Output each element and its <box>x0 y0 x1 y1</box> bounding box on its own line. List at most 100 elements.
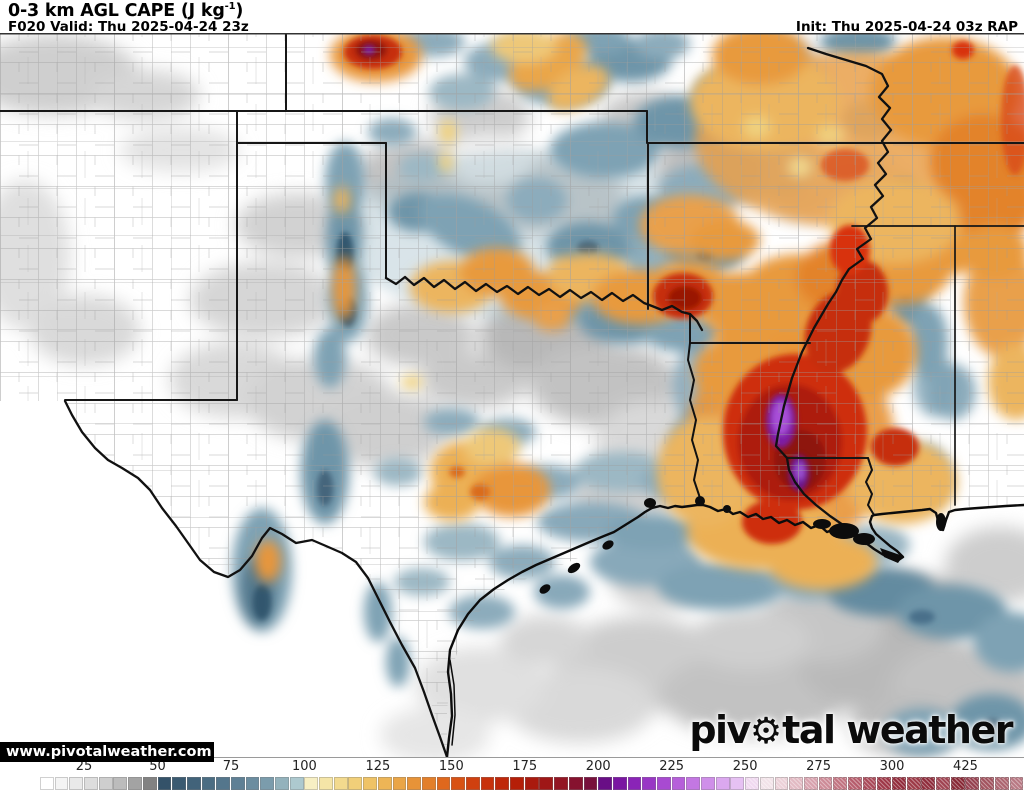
colorbar-cell <box>69 777 84 790</box>
colorbar-cell <box>333 777 348 790</box>
colorbar-cell <box>84 777 98 790</box>
colorbar-cell <box>774 777 789 790</box>
colorbar-cell <box>421 777 436 790</box>
colorbar-cell <box>965 777 980 790</box>
colorbar-cell <box>847 777 862 790</box>
colorbar-cell <box>392 777 407 790</box>
colorbar-cell <box>759 777 774 790</box>
colorbar-cell <box>686 777 701 790</box>
colorbar-cell <box>862 777 877 790</box>
weather-map <box>0 33 1024 757</box>
colorbar-cell <box>936 777 950 790</box>
watermark-url: www.pivotalweather.com <box>6 744 212 760</box>
colorbar-cell <box>201 777 216 790</box>
colorbar-cell <box>950 777 965 790</box>
colorbar-cell <box>642 777 657 790</box>
colorbar-cell <box>466 777 480 790</box>
colorbar-cell <box>436 777 451 790</box>
colorbar-cell <box>1009 777 1024 790</box>
init-time-label: Init: Thu 2025-04-24 03z RAP <box>795 19 1018 35</box>
colorbar-cell <box>892 777 906 790</box>
colorbar-tick-label: 125 <box>365 759 391 774</box>
colorbar-cell <box>304 777 319 790</box>
colorbar-cell <box>495 777 510 790</box>
gear-icon: ⚙ <box>749 710 783 752</box>
colorbar-cell <box>289 777 304 790</box>
colorbar-tick-label: 50 <box>149 759 166 774</box>
colorbar-cell <box>451 777 466 790</box>
colorbar-cell <box>186 777 201 790</box>
mississippi-river <box>774 46 893 546</box>
colorbar-cell <box>612 777 627 790</box>
colorbar-cell <box>172 777 186 790</box>
colorbar-cell <box>539 777 554 790</box>
colorbar-cell <box>671 777 686 790</box>
colorbar-cell <box>348 777 363 790</box>
colorbar-cell <box>583 777 598 790</box>
sabine-river <box>687 342 704 506</box>
pivotal-weather-logo: piv⚙tal weather <box>689 708 1013 752</box>
colorbar-cell <box>554 777 568 790</box>
colorbar-cell <box>730 777 745 790</box>
colorbar-cell <box>921 777 936 790</box>
colorbar-tick-label: 175 <box>512 759 538 774</box>
title-superscript: -1 <box>224 1 236 13</box>
colorbar-cell <box>627 777 642 790</box>
colorbar-cell <box>363 777 377 790</box>
red-river <box>384 275 704 332</box>
pearl-river <box>865 457 875 516</box>
colorbar-cell <box>877 777 892 790</box>
colorbar-cell <box>377 777 392 790</box>
colorbar-cell <box>157 777 172 790</box>
colorbar-cell <box>598 777 613 790</box>
colorbar-cell <box>524 777 539 790</box>
colorbar-cell <box>510 777 524 790</box>
colorbar-tick-label: 100 <box>291 759 317 774</box>
colorbar-cell <box>994 777 1009 790</box>
colorbar-cell <box>789 777 803 790</box>
colorbar-cell <box>275 777 289 790</box>
rio-grande-river <box>63 399 449 757</box>
colorbar-tick-label: 225 <box>659 759 685 774</box>
state-borders <box>0 33 1024 506</box>
colorbar-cell <box>113 777 128 790</box>
colorbar-tick-label: 75 <box>222 759 240 774</box>
colorbar-cell <box>40 777 54 790</box>
colorbar-cell <box>245 777 260 790</box>
colorbar-cell <box>818 777 833 790</box>
colorbar-cell <box>260 777 275 790</box>
colorbar-cell <box>803 777 818 790</box>
colorbar-tick-label: 25 <box>75 759 93 774</box>
colorbar-tick-label: 425 <box>953 759 978 774</box>
map-header: 0-3 km AGL CAPE (J kg-1) F020 Valid: Thu… <box>0 0 1024 35</box>
coastal-lakes-and-delta <box>539 496 946 594</box>
colorbar-cell <box>568 777 583 790</box>
colorbar-tick-label: 300 <box>879 759 905 774</box>
colorbar-cell <box>715 777 730 790</box>
valid-time-label: F020 Valid: Thu 2025-04-24 23z <box>8 19 249 35</box>
colorbar-tick-label: 200 <box>585 759 611 774</box>
colorbar-tick-label: 275 <box>806 759 831 774</box>
map-canvas[interactable] <box>0 33 1024 757</box>
watermark-bar: www.pivotalweather.com <box>0 742 214 762</box>
colorbar-cell <box>701 777 715 790</box>
colorbar-cell <box>319 777 333 790</box>
colorbar-cell <box>54 777 69 790</box>
colorbar-footer: 25 50 75 100 125 150 175 200 225 250 275 300 425 <box>0 757 1024 791</box>
colorbar-cell <box>98 777 113 790</box>
colorbar-cell <box>745 777 759 790</box>
rivers <box>63 46 893 757</box>
colorbar-cell <box>833 777 848 790</box>
colorbar-cell <box>128 777 142 790</box>
colorbar-cell <box>407 777 422 790</box>
colorbar-cell <box>142 777 157 790</box>
colorbar-tick-label: 250 <box>732 759 758 774</box>
colorbar-cell <box>980 777 994 790</box>
gulf-coastline <box>445 503 1024 757</box>
colorbar-tick-label: 150 <box>438 759 464 774</box>
colorbar-cell <box>656 777 671 790</box>
colorbar-cell <box>480 777 495 790</box>
colorbar-cell <box>216 777 231 790</box>
page-title: 0-3 km AGL CAPE (J kg-1) <box>8 1 244 21</box>
